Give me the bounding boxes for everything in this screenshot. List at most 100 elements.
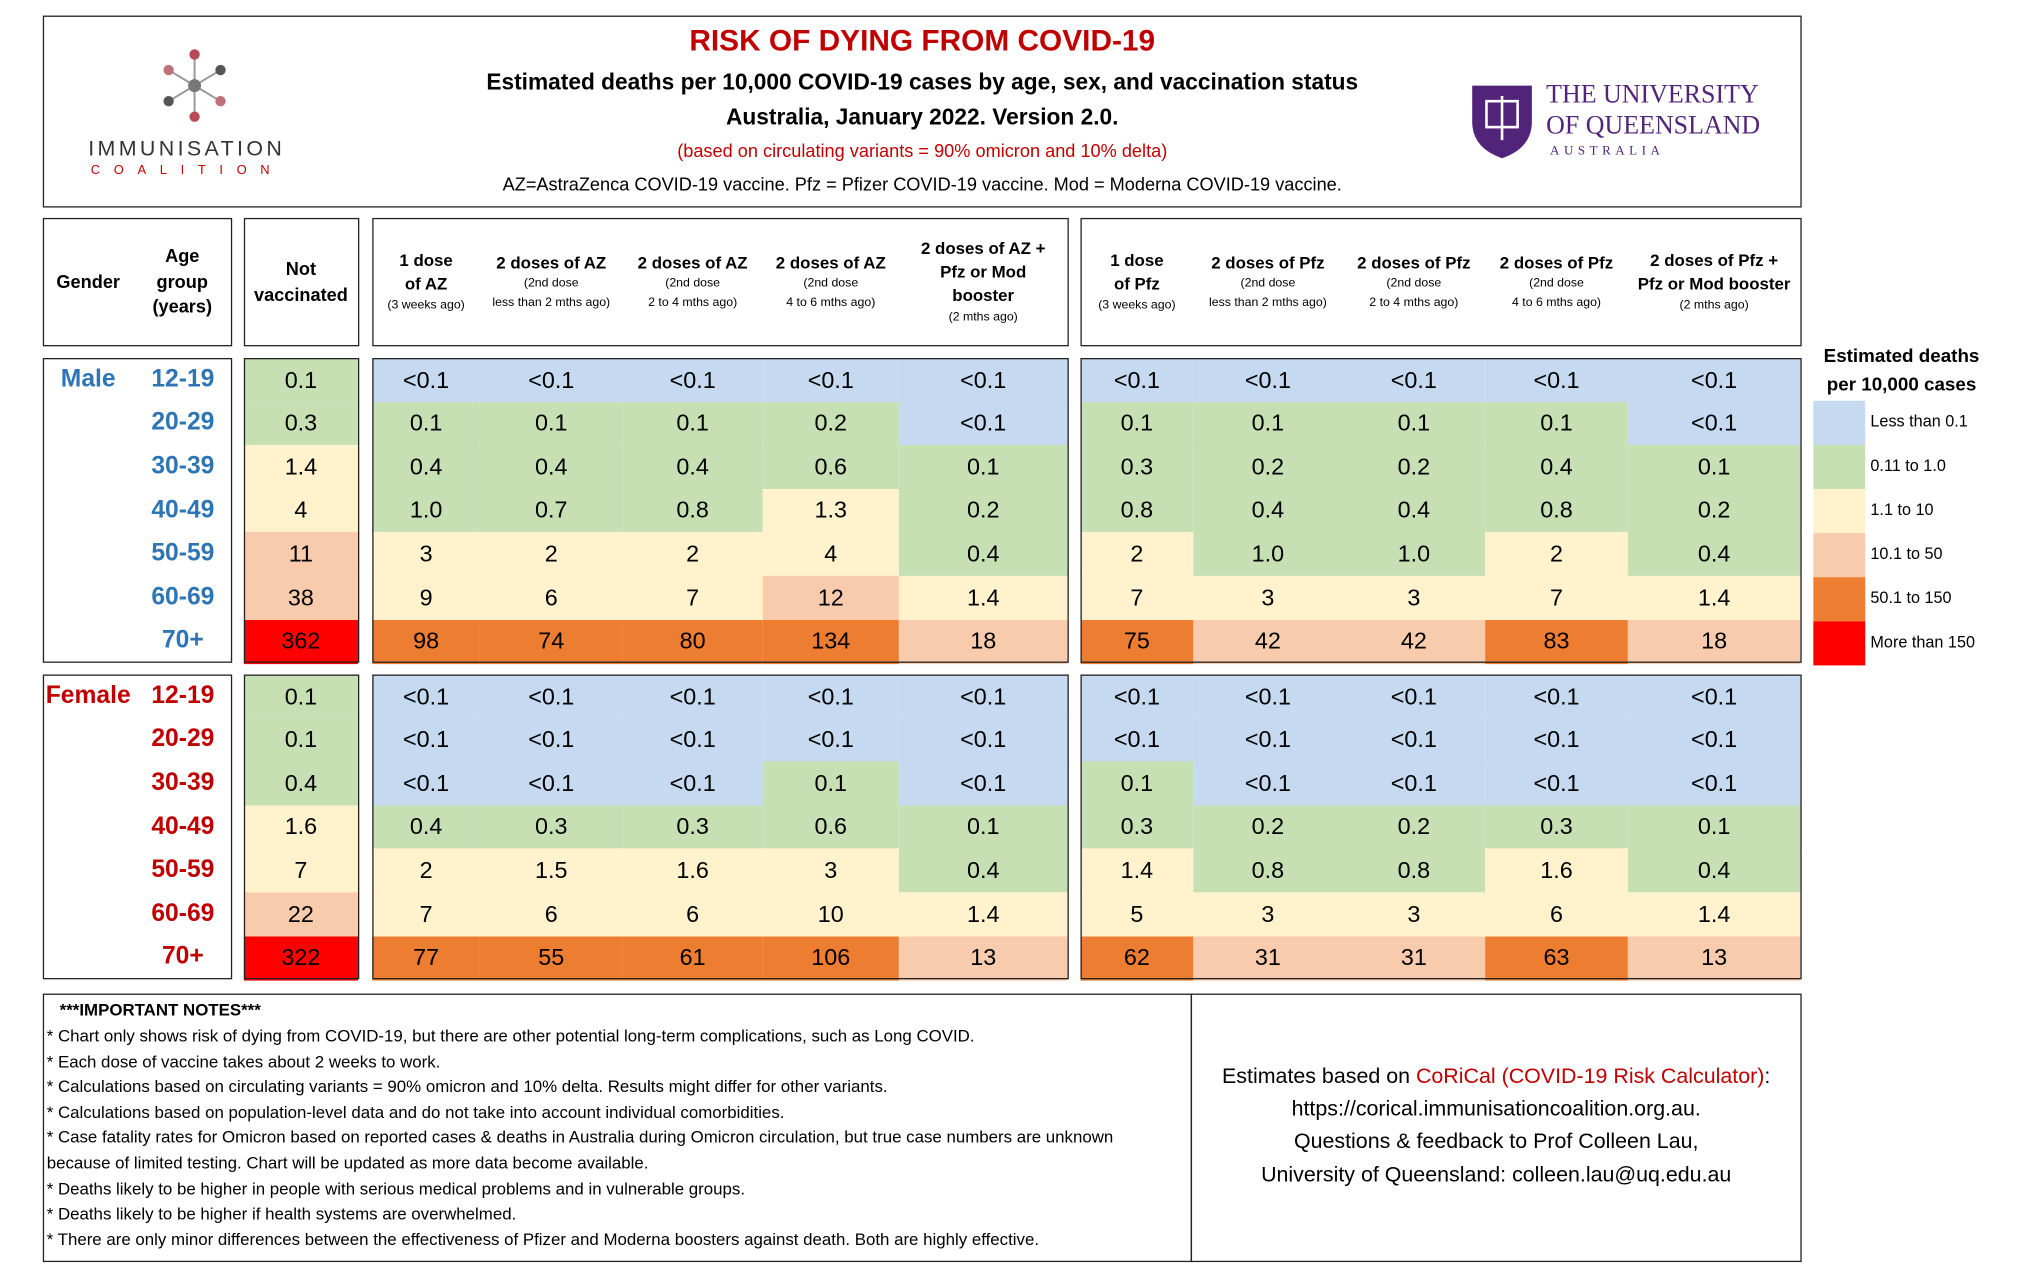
value-cell: 6 xyxy=(1485,892,1628,937)
header-subtext: (2nd dose xyxy=(523,276,579,291)
value-cell: 0.4 xyxy=(372,805,480,850)
header-text: of AZ xyxy=(404,274,448,294)
value-cell: <0.1 xyxy=(1080,674,1194,719)
value-cell: <0.1 xyxy=(479,761,623,806)
value-cell: 1.6 xyxy=(622,848,763,894)
value-cell: 0.1 xyxy=(898,805,1068,850)
legend-swatch xyxy=(1813,400,1866,445)
value-cell: 74 xyxy=(479,619,623,664)
row-label-box xyxy=(42,357,233,664)
age-label: 30-39 xyxy=(151,769,215,797)
age-label: 40-49 xyxy=(151,496,215,524)
value-cell: 1.4 xyxy=(1080,848,1194,894)
value-cell: 62 xyxy=(1080,935,1194,981)
value-cell: 0.1 xyxy=(1342,401,1486,446)
value-cell: 2 xyxy=(479,532,623,577)
legend-label: 10.1 to 50 xyxy=(1870,544,1943,563)
header-box-b xyxy=(243,217,360,347)
age-header: Age group (years) xyxy=(134,218,231,346)
value-cell: 1.4 xyxy=(243,445,358,490)
note-line: * Case fatality rates for Omicron based … xyxy=(46,1127,1114,1148)
header-text: Pfz or Mod xyxy=(940,262,1027,282)
az-box xyxy=(372,357,1069,664)
value-cell: 6 xyxy=(622,892,763,937)
value-cell: 0.1 xyxy=(479,401,623,446)
value-cell: 0.6 xyxy=(762,805,899,850)
value-cell: <0.1 xyxy=(1080,357,1194,403)
value-cell: 0.1 xyxy=(1627,445,1801,490)
value-cell: 12 xyxy=(762,575,899,621)
value-cell: 0.4 xyxy=(898,532,1068,577)
column-header: 2 doses of Pfz (2nd dose 2 to 4 mths ago) xyxy=(1342,218,1485,346)
column-header: 1 dose of AZ (3 weeks ago) xyxy=(372,218,480,346)
column-header: 2 doses of AZ (2nd dose 4 to 6 mths ago) xyxy=(763,218,899,346)
column-header: 2 doses of Pfz (2nd dose 4 to 6 mths ago) xyxy=(1485,218,1628,346)
legend-title: per 10,000 cases xyxy=(1826,374,1977,396)
value-cell: 1.0 xyxy=(1342,532,1486,577)
variant-note: (based on circulating variants = 90% omi… xyxy=(677,140,1168,161)
value-cell: 38 xyxy=(243,575,358,621)
header-text: group xyxy=(156,270,208,292)
header-subtext: (3 weeks ago) xyxy=(1098,297,1176,313)
value-cell: 1.5 xyxy=(479,848,623,894)
value-cell: 7 xyxy=(243,848,358,894)
gender-label: Male xyxy=(60,365,116,393)
value-cell: 1.4 xyxy=(898,892,1068,937)
value-cell: 0.3 xyxy=(622,805,763,850)
value-cell: <0.1 xyxy=(1342,718,1486,763)
value-cell: <0.1 xyxy=(1193,674,1343,719)
legend-swatch xyxy=(1813,621,1866,666)
value-cell: 0.6 xyxy=(762,445,899,490)
az-box xyxy=(372,674,1069,980)
title: RISK OF DYING FROM COVID-19 xyxy=(689,23,1156,58)
subtitle2: Australia, January 2022. Version 2.0. xyxy=(726,103,1119,130)
value-cell: <0.1 xyxy=(898,674,1068,719)
value-cell: 1.4 xyxy=(1627,575,1801,621)
value-cell: 0.1 xyxy=(1627,805,1801,850)
value-cell: 31 xyxy=(1342,935,1486,981)
header-text: 2 doses of Pfz xyxy=(1211,253,1325,273)
value-cell: <0.1 xyxy=(1485,718,1628,763)
header-subtext: (2nd dose xyxy=(1240,276,1296,291)
header-text: 2 doses of Pfz + xyxy=(1650,250,1779,271)
value-cell: <0.1 xyxy=(479,718,623,763)
age-label: 70+ xyxy=(161,627,204,655)
note-line: * Calculations based on circulating vari… xyxy=(46,1076,888,1097)
legend-title: Estimated deaths xyxy=(1823,346,1980,368)
value-cell: 83 xyxy=(1485,619,1628,664)
value-cell: <0.1 xyxy=(479,674,623,719)
legend-swatch xyxy=(1813,489,1866,534)
value-cell: <0.1 xyxy=(1193,357,1343,403)
value-cell: <0.1 xyxy=(898,718,1068,763)
footer-line4: University of Queensland: colleen.lau@uq… xyxy=(1261,1163,1732,1187)
value-cell: <0.1 xyxy=(762,718,899,763)
header-subtext: (2nd dose xyxy=(665,276,721,291)
value-cell: 2 xyxy=(1485,532,1628,577)
row-label-box xyxy=(42,674,233,980)
column-header: 1 dose of Pfz (3 weeks ago) xyxy=(1080,218,1193,346)
value-cell: 0.2 xyxy=(1627,488,1801,533)
age-label: 50-59 xyxy=(151,539,215,568)
header-text: 2 doses of AZ + xyxy=(920,238,1046,259)
header-text: Age xyxy=(165,245,200,267)
value-cell: 0.1 xyxy=(243,357,358,403)
value-cell: 6 xyxy=(479,575,623,621)
value-cell: 22 xyxy=(243,892,358,937)
legend-label: 0.11 to 1.0 xyxy=(1870,456,1946,475)
legend-swatch xyxy=(1813,533,1866,578)
pfz-box xyxy=(1080,674,1802,980)
uq-sub: AUSTRALIA xyxy=(1550,143,1665,159)
note-line: * Deaths likely to be higher in people w… xyxy=(46,1178,746,1198)
value-cell: 55 xyxy=(479,935,623,981)
value-cell: <0.1 xyxy=(622,674,763,719)
value-cell: 0.7 xyxy=(479,488,623,533)
value-cell: 0.4 xyxy=(1627,848,1801,894)
value-cell: 1.0 xyxy=(1193,532,1343,577)
column-header: 2 doses of Pfz (2nd dose less than 2 mths … xyxy=(1193,218,1342,346)
value-cell: 0.3 xyxy=(1485,805,1628,850)
header-text: 1 dose xyxy=(399,250,453,271)
gender-label: Female xyxy=(45,682,131,710)
value-cell: 3 xyxy=(1193,892,1343,937)
header-text: 2 doses of Pfz xyxy=(1499,253,1614,273)
